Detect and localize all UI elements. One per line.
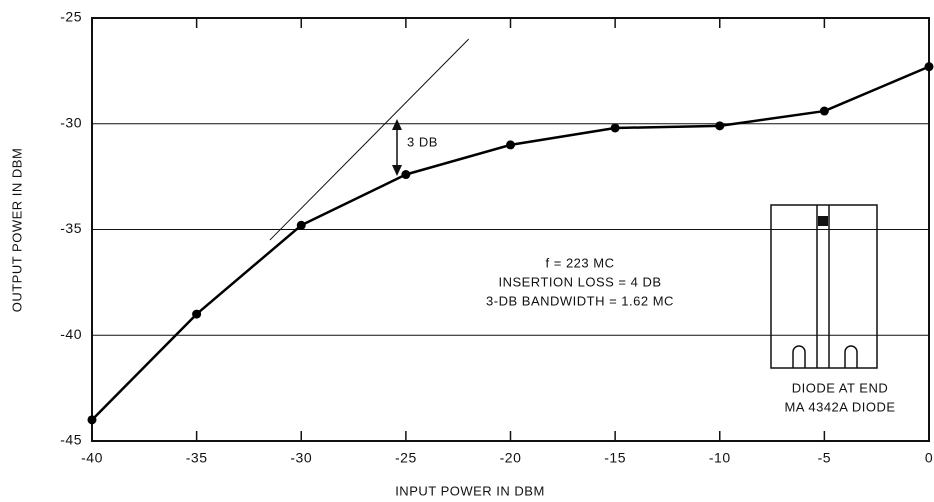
arrow-head [392, 119, 402, 130]
arrow-head [392, 165, 402, 176]
x-tick-label: -35 [186, 450, 208, 466]
annotation: f = 223 MC [546, 255, 615, 270]
data-point [296, 220, 306, 230]
x-tick-label: -15 [604, 450, 626, 466]
annotation: INSERTION LOSS = 4 DB [498, 274, 661, 289]
x-axis-label: INPUT POWER IN DBM [395, 483, 545, 498]
annotation-bg [480, 274, 680, 292]
data-point [715, 121, 725, 131]
y-axis-label: OUTPUT POWER IN DBM [9, 148, 24, 313]
inset-diagram [770, 204, 878, 369]
y-tick-label: -45 [60, 432, 82, 448]
annotation-bg [480, 293, 680, 311]
data-point [192, 309, 202, 319]
inset-arch [792, 345, 806, 368]
x-tick-label: 0 [925, 450, 933, 466]
diode [818, 216, 828, 226]
x-tick-label: -25 [395, 450, 417, 466]
annotation: DIODE AT END [792, 380, 889, 395]
inset-box [770, 204, 878, 369]
annotation-bg [480, 255, 680, 273]
y-tick-label: -30 [60, 114, 82, 130]
y-tick-label: -35 [60, 220, 82, 236]
reference-line [269, 38, 470, 241]
x-tick-label: -5 [818, 450, 831, 466]
data-point [819, 106, 829, 116]
x-tick-label: -10 [709, 450, 731, 466]
data-point [506, 140, 515, 150]
data-point [924, 62, 934, 72]
x-tick-label: -20 [500, 450, 522, 466]
data-point [610, 123, 620, 133]
data-point [401, 170, 411, 180]
db-arrow [392, 119, 402, 176]
inset-arch [844, 345, 858, 368]
annotation: 3-DB BANDWIDTH = 1.62 MC [486, 293, 674, 308]
annotation: MA 4342A DIODE [784, 399, 895, 414]
x-tick-label: -40 [81, 450, 103, 466]
x-tick-label: -30 [290, 450, 312, 466]
data-point [87, 415, 97, 425]
annotation: 3 DB [407, 134, 438, 149]
y-tick-label: -40 [60, 326, 82, 342]
y-tick-label: -25 [60, 9, 82, 25]
